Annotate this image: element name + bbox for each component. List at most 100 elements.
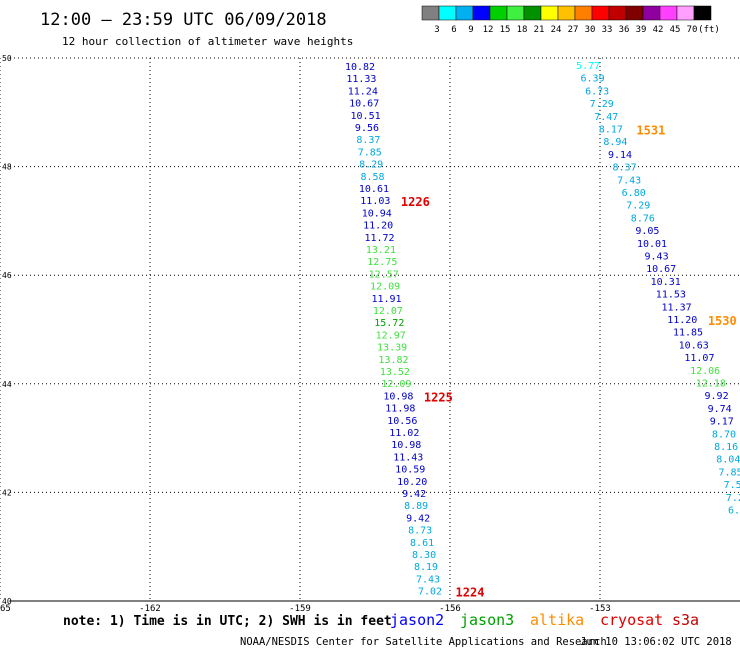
wave-height-value: 9.74: [708, 404, 732, 415]
colorbar-label: 6: [451, 25, 456, 35]
pass-time-label: 1225: [424, 390, 453, 404]
wave-height-value: 13.21: [366, 245, 396, 256]
latitude-tick-label: 48: [2, 163, 12, 172]
latitude-axis-labels: 50 48 46 44 42 40: [2, 54, 12, 606]
wave-height-value: 7.5: [724, 480, 740, 491]
wave-height-value: 11.20: [667, 315, 697, 326]
colorbar-swatch: [591, 5, 610, 21]
colorbar-label: 15: [500, 25, 511, 35]
wave-height-value: 10.63: [679, 340, 709, 351]
wave-height-value: 7.85: [718, 467, 740, 478]
satellite-legend-item: jason2: [390, 611, 444, 629]
wave-height-value: 8.94: [603, 137, 627, 148]
colorbar-swatch: [540, 5, 559, 21]
wave-height-value: 10.56: [387, 416, 417, 427]
colorbar-label: 18: [517, 25, 528, 35]
wave-height-value: 12.09: [381, 379, 411, 390]
wave-height-value: 13.52: [380, 367, 410, 378]
wave-height-value: 10.20: [397, 477, 427, 488]
wave-height-value: 7.43: [617, 175, 641, 186]
satellite-legend-item: altika: [530, 611, 584, 629]
wave-height-value: 10.59: [395, 465, 425, 476]
wave-height-value: 8.30: [412, 550, 436, 561]
wave-height-value: 8.61: [410, 538, 434, 549]
wave-height-value: 8.17: [599, 125, 623, 136]
wave-height-value: 10.67: [349, 99, 379, 110]
wave-height-value: 10.98: [383, 391, 413, 402]
pass-time-label: 1530: [708, 314, 737, 328]
colorbar-swatch: [523, 5, 542, 21]
wave-height-value: 9.05: [635, 226, 659, 237]
wave-height-value: 9.43: [645, 252, 669, 263]
wave-height-value: 8.89: [404, 501, 428, 512]
wave-height-value: 9.42: [402, 489, 426, 500]
credit-line: NOAA/NESDIS Center for Satellite Applica…: [240, 636, 607, 648]
latitude-tick-label: 42: [2, 488, 12, 497]
wave-height-value: 7.29: [626, 201, 650, 212]
pass-time-label: 1226: [401, 195, 430, 209]
longitude-tick-label: -156: [439, 604, 461, 614]
colorbar-label: 27: [568, 25, 579, 35]
wave-height-value: 11.24: [348, 86, 378, 97]
wave-height-value: 10.31: [651, 277, 681, 288]
colorbar-swatch: [438, 5, 457, 21]
map-grid: [0, 57, 740, 602]
longitude-tick-label: -153: [589, 604, 611, 614]
colorbar-label: 21: [534, 25, 545, 35]
wave-height-value: 8.58: [361, 172, 385, 183]
wave-height-value: 10.51: [351, 111, 381, 122]
wave-height-value: 10.82: [345, 62, 375, 73]
colorbar-label: 70: [687, 25, 698, 35]
longitude-tick-label: -162: [139, 604, 161, 614]
page-title: 12:00 — 23:59 UTC 06/09/2018: [40, 10, 327, 30]
wave-height-value: 11.02: [389, 428, 419, 439]
wave-height-value: 11.72: [364, 233, 394, 244]
wave-height-value: 11.85: [673, 328, 703, 339]
pass-time-label: 1531: [636, 124, 665, 138]
wave-height-value: 8.73: [408, 526, 432, 537]
wave-height-value: 7.47: [594, 112, 618, 123]
wave-height-value: 8.37: [613, 163, 637, 174]
wave-height-value: 11.03: [360, 196, 390, 207]
colorbar-label: 42: [653, 25, 664, 35]
wave-height-value: 7.02: [418, 587, 442, 598]
satellite-legend-item: jason3: [460, 611, 514, 629]
colorbar-swatch: [506, 5, 525, 21]
colorbar-swatch: [489, 5, 508, 21]
wave-height-value: 10.98: [391, 440, 421, 451]
pass-time-label: 1224: [456, 586, 485, 600]
wave-height-value: 6.80: [622, 188, 646, 199]
colorbar-label: 12: [483, 25, 494, 35]
satellite-legend-item: s3a: [672, 611, 699, 629]
wave-height-value: 12.97: [376, 330, 406, 341]
wave-height-value: 12.57: [369, 269, 399, 280]
longitude-tick-label: -165: [0, 604, 11, 614]
wave-height-value: 11.33: [346, 74, 376, 85]
colorbar-label: 3: [434, 25, 439, 35]
wave-height-value: 12.75: [367, 257, 397, 268]
wave-height-value: 12.07: [373, 306, 403, 317]
wave-height-value: 11.53: [656, 290, 686, 301]
colorbar-swatch: [676, 5, 695, 21]
wave-height-value: 11.20: [363, 221, 393, 232]
wave-height-value: 13.82: [378, 355, 408, 366]
wave-height-value: 7.2: [726, 493, 740, 504]
wave-height-value: 9.92: [705, 391, 729, 402]
wave-height-value: 5.77: [576, 61, 600, 72]
wave-height-value: 10.01: [637, 239, 667, 250]
wave-height-value: 11.98: [385, 404, 415, 415]
colorbar-label: 30: [585, 25, 596, 35]
colorbar-label: 33: [602, 25, 613, 35]
latitude-tick-label: 40: [2, 597, 12, 606]
wave-height-value: 10.67: [646, 264, 676, 275]
wave-height-value: 8.37: [356, 135, 380, 146]
wave-height-value: 7.29: [590, 99, 614, 110]
wave-height-value: 7.43: [416, 574, 440, 585]
generated-timestamp: Jun 10 13:06:02 UTC 2018: [580, 636, 732, 648]
wave-height-value: 8.04: [716, 455, 740, 466]
wave-height-value: 8.70: [712, 429, 736, 440]
wave-height-value: 15.72: [374, 318, 404, 329]
wave-height-value: 11.43: [393, 452, 423, 463]
